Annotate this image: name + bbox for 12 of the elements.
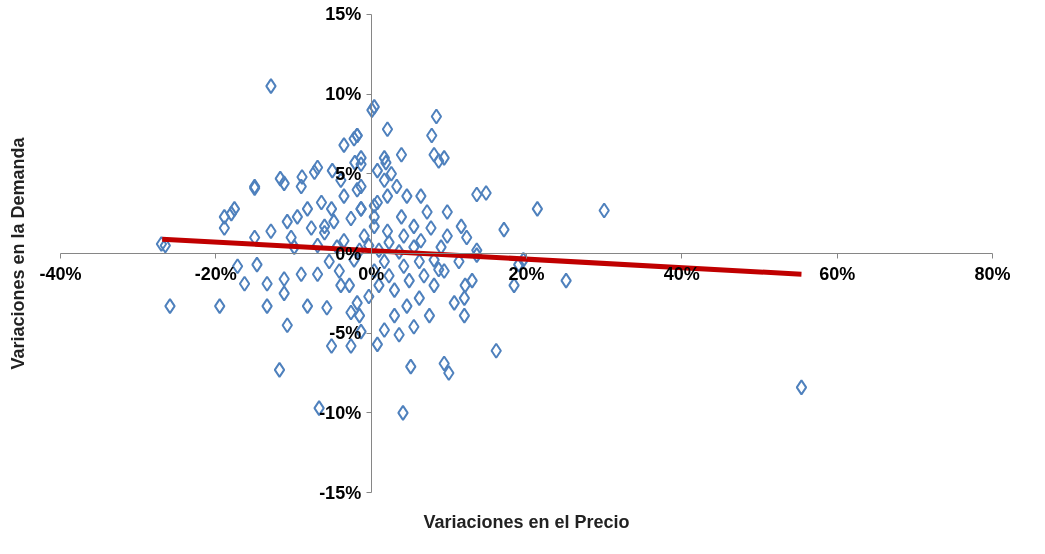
y-tick-label: 0% — [335, 243, 362, 264]
x-tick-label: 80% — [974, 263, 1011, 284]
x-tick-label: -20% — [194, 263, 237, 284]
y-tick-label: 15% — [325, 4, 362, 25]
x-tick-label: 20% — [508, 263, 545, 284]
y-axis-title: Variaciones en la Demanda — [7, 136, 28, 370]
y-tick-label: -10% — [319, 402, 362, 423]
x-tick-label: -40% — [39, 263, 82, 284]
y-tick-label: 10% — [325, 84, 362, 105]
x-tick-label: 60% — [819, 263, 856, 284]
x-axis-title: Variaciones en el Precio — [423, 511, 630, 532]
y-tick-label: -15% — [319, 482, 362, 503]
